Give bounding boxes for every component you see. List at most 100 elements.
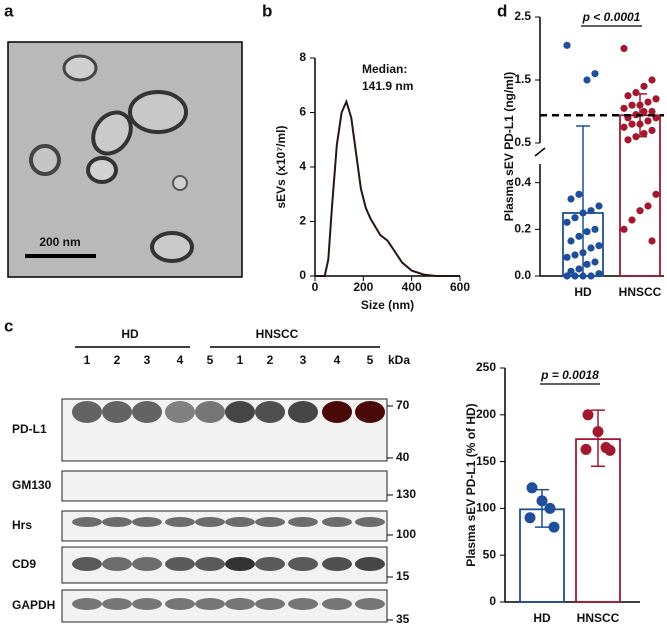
lane-label: 3 (300, 353, 307, 367)
data-point (563, 218, 571, 226)
data-point (628, 120, 636, 128)
row-label: GM130 (12, 478, 52, 492)
data-point (636, 120, 644, 128)
data-point (579, 209, 587, 217)
y-tick-label: 250 (476, 360, 496, 374)
panel-label: c (4, 316, 13, 335)
data-point (624, 136, 632, 144)
y-axis-label: Plasma sEV PD-L1 (ng/ml) (502, 72, 516, 221)
band (132, 598, 162, 610)
data-point (563, 272, 571, 280)
band (225, 598, 255, 610)
row-label: Hrs (12, 518, 32, 532)
p-value: p < 0.0001 (582, 10, 641, 24)
y-tick-label: 0 (299, 268, 306, 282)
lane-label: 5 (207, 353, 214, 367)
y-tick-label: 200 (476, 407, 496, 421)
data-point (563, 41, 571, 49)
data-point (579, 249, 587, 257)
band (102, 401, 132, 423)
data-point (583, 228, 591, 236)
lane-label: 1 (237, 353, 244, 367)
data-point (620, 225, 628, 233)
band (288, 557, 318, 571)
unit-label: kDa (388, 353, 410, 367)
data-point (648, 107, 656, 116)
data-point (620, 104, 628, 112)
data-point (640, 82, 648, 90)
band (255, 557, 285, 571)
x-tick-label: 600 (450, 280, 470, 294)
group-label: HD (121, 327, 139, 341)
data-point (591, 258, 599, 266)
data-point (595, 202, 603, 210)
lane-label: 4 (334, 353, 341, 367)
band (322, 598, 352, 610)
marker-label: 35 (396, 612, 410, 626)
data-point (628, 216, 636, 224)
data-point (571, 214, 579, 222)
band (355, 517, 385, 527)
panel-label: b (262, 1, 272, 20)
band (255, 401, 285, 423)
data-point (526, 482, 538, 494)
data-point (640, 129, 648, 138)
data-point (524, 512, 536, 524)
data-point (563, 253, 571, 261)
y-axis-label: sEVs (x10⁷/ml) (274, 126, 288, 209)
data-point (644, 202, 652, 210)
x-axis-label: Size (nm) (361, 298, 414, 312)
data-point (592, 426, 604, 438)
data-point (591, 70, 599, 78)
y-tick-label: 1.5 (514, 72, 531, 86)
data-point (567, 237, 575, 245)
data-point (575, 232, 583, 240)
data-point (636, 207, 644, 215)
band (355, 557, 385, 571)
data-point (571, 251, 579, 259)
data-point (632, 133, 640, 141)
x-tick-label: HNSCC (619, 285, 662, 299)
band (225, 517, 255, 527)
data-point (548, 521, 560, 533)
data-point (536, 495, 548, 507)
data-point (595, 270, 603, 278)
lane-label: 4 (177, 353, 184, 367)
y-tick-label: 0.5 (514, 135, 531, 149)
y-tick-label: 6 (299, 105, 306, 119)
band (195, 598, 225, 610)
y-tick-label: 8 (299, 50, 306, 64)
y-tick-label: 150 (476, 454, 496, 468)
band (132, 401, 162, 423)
tem-image: 200 nm (7, 41, 243, 278)
band (322, 401, 352, 423)
data-point (567, 267, 575, 275)
data-point (624, 92, 632, 100)
band (72, 517, 102, 527)
marker-label: 130 (396, 487, 416, 501)
band (72, 401, 102, 423)
data-point (648, 126, 656, 134)
data-point (652, 190, 660, 198)
lane-label: 2 (114, 353, 121, 367)
data-point (567, 195, 575, 203)
blot-panel (61, 470, 388, 502)
panel-label: a (4, 1, 14, 20)
band (355, 401, 385, 423)
band (288, 401, 318, 423)
lane-label: 2 (267, 353, 274, 367)
row-label: CD9 (12, 557, 36, 571)
band (225, 557, 255, 571)
x-tick-label: HNSCC (577, 611, 620, 625)
lane-label: 3 (144, 353, 151, 367)
data-point (644, 98, 652, 106)
band (355, 598, 385, 610)
band (165, 598, 195, 610)
band (195, 401, 225, 423)
p-value: p = 0.0018 (540, 368, 599, 382)
data-point (604, 444, 616, 456)
band (225, 401, 255, 423)
marker-label: 15 (396, 569, 410, 583)
band (72, 598, 102, 610)
